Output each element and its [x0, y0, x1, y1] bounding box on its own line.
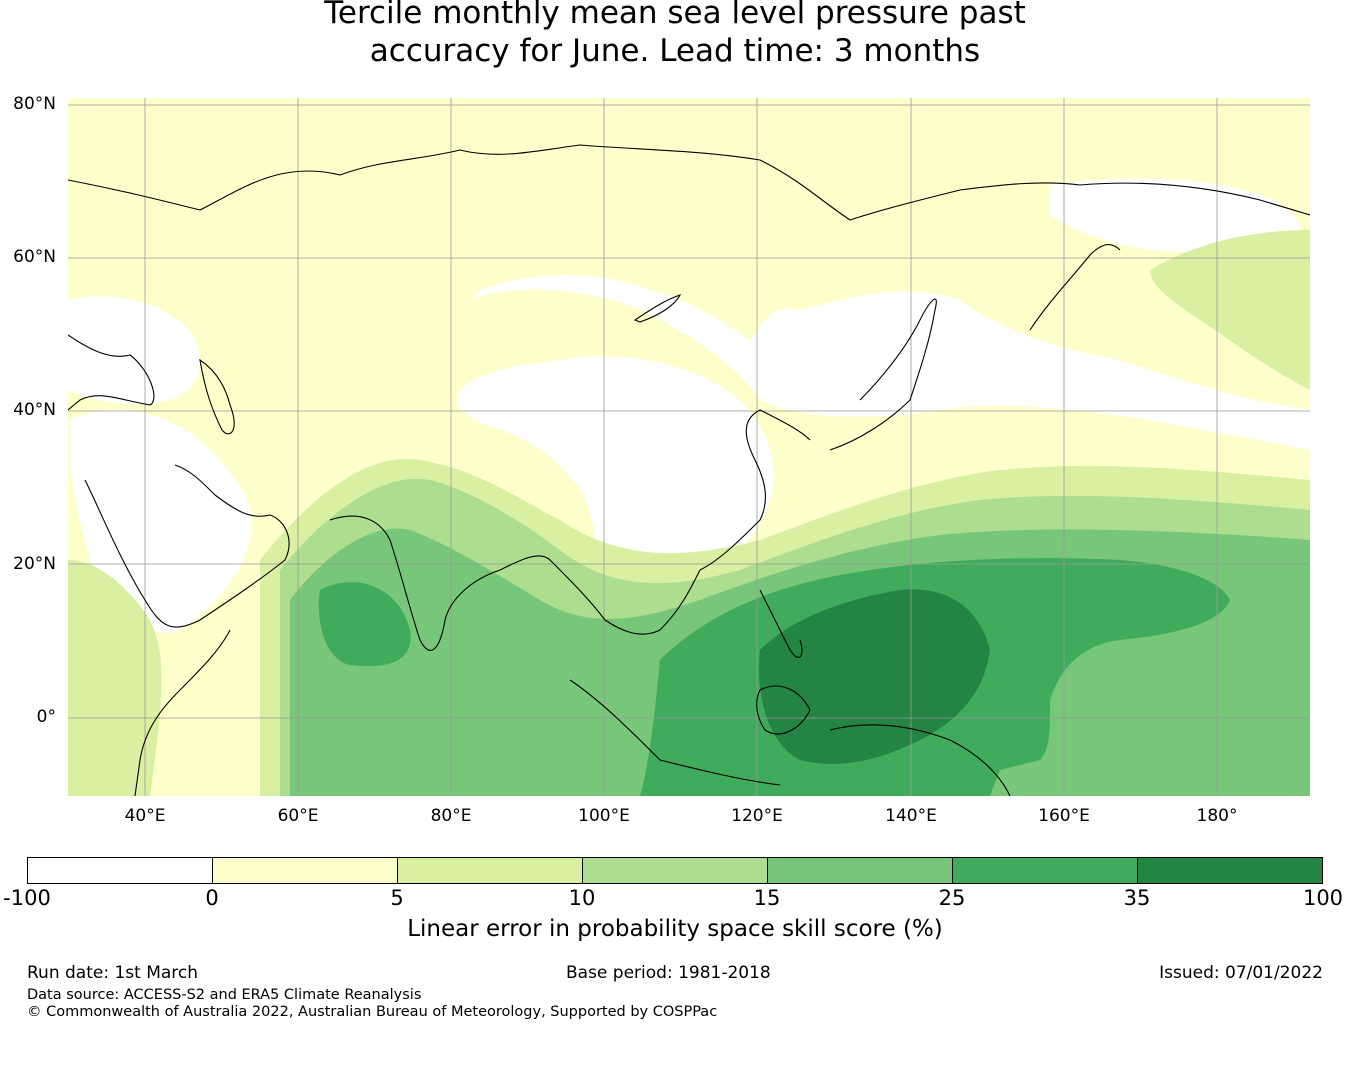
region-negative-central-asia [470, 275, 1310, 450]
colorbar-segment-5 [953, 858, 1138, 883]
chart-title: Tercile monthly mean sea level pressure … [0, 0, 1350, 70]
coastline-africa-east [134, 629, 231, 796]
region-negative-arctic [1050, 178, 1301, 252]
lon-label-100e: 100°E [578, 806, 630, 826]
coastline-new-guinea [829, 724, 1011, 796]
lat-label-60n: 60°N [13, 247, 56, 267]
colorbar-segment-4 [768, 858, 953, 883]
coastline-caspian [199, 358, 235, 435]
lat-label-40n: 40°N [13, 400, 56, 420]
run-date: Run date: 1st March [27, 963, 199, 983]
title-line-2: accuracy for June. Lead time: 3 months [369, 33, 981, 69]
data-source: Data source: ACCESS-S2 and ERA5 Climate … [27, 987, 422, 1003]
coastline-philippines [759, 589, 803, 658]
coastlines [68, 144, 1310, 796]
region-35-100 [759, 589, 990, 764]
coastline-lake-baikal [633, 294, 682, 323]
coastline-kamchatka [1029, 244, 1121, 331]
colorbar-tick-25: 25 [938, 886, 966, 910]
region-25-35-indian [318, 582, 411, 667]
colorbar-title: Linear error in probability space skill … [407, 916, 943, 942]
colorbar [27, 857, 1323, 884]
lat-label-20n: 20°N [13, 554, 56, 574]
lat-label-80n: 80°N [13, 94, 56, 114]
graticule [68, 98, 1310, 796]
lon-label-120e: 120°E [731, 806, 783, 826]
title-line-1: Tercile monthly mean sea level pressure … [324, 0, 1026, 31]
colorbar-tick-35: 35 [1123, 886, 1151, 910]
region-negative-europe [68, 296, 201, 405]
colorbar-tick-minus-100: -100 [3, 886, 51, 910]
colorbar-segment-2 [398, 858, 583, 883]
colorbar-tick-5: 5 [390, 886, 404, 910]
map-fill [68, 98, 1310, 796]
lat-label-0: 0° [36, 707, 56, 727]
colorbar-segment-3 [583, 858, 768, 883]
lon-label-180: 180° [1196, 806, 1238, 826]
coastline-sumatra-java [569, 679, 781, 786]
colorbar-tick-15: 15 [753, 886, 781, 910]
lon-label-60e: 60°E [277, 806, 319, 826]
region-negative-arabia [70, 409, 252, 633]
lon-label-40e: 40°E [124, 806, 166, 826]
coastline-borneo [756, 685, 811, 735]
coastline-india [329, 409, 811, 651]
colorbar-tick-100: 100 [1302, 886, 1344, 910]
colorbar-segment-6 [1138, 858, 1322, 883]
region-negative-china [457, 356, 774, 595]
base-period: Base period: 1981-2018 [566, 963, 771, 983]
issued-date: Issued: 07/01/2022 [1159, 963, 1323, 983]
coastline-europe-asia-south [68, 334, 155, 411]
lon-label-140e: 140°E [885, 806, 937, 826]
lon-label-80e: 80°E [430, 806, 472, 826]
colorbar-segment-1 [213, 858, 398, 883]
colorbar-tick-0: 0 [205, 886, 219, 910]
coastline-korea-japan [829, 298, 937, 451]
lon-label-160e: 160°E [1038, 806, 1090, 826]
coastline-arabia [84, 464, 290, 628]
region-5-10-northeast [1150, 230, 1310, 390]
copyright: © Commonwealth of Australia 2022, Austra… [27, 1004, 718, 1020]
coastline-arctic [68, 144, 1310, 221]
region-5-10-west [68, 560, 162, 796]
colorbar-segment-0 [28, 858, 213, 883]
colorbar-tick-10: 10 [568, 886, 596, 910]
